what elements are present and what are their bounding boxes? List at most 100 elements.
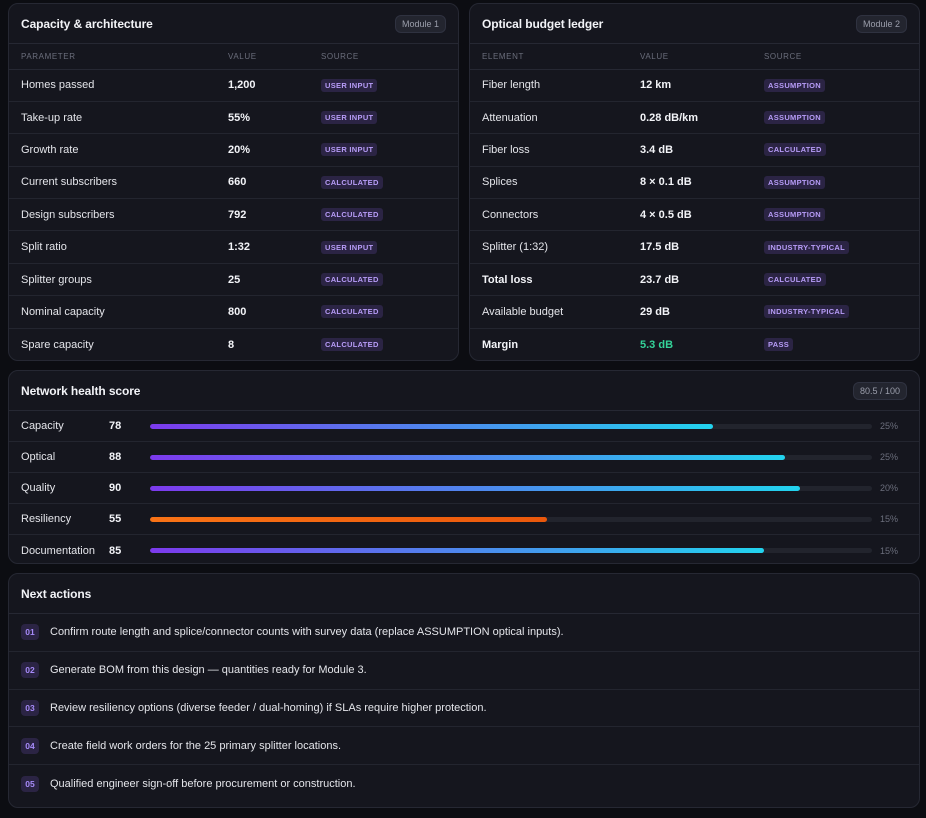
value-cell: 792 — [216, 198, 309, 232]
table-row: Splitter (1:32) 17.5 dB INDUSTRY-TYPICAL — [470, 230, 919, 264]
capacity-table: PARAMETER VALUE SOURCE Homes passed 1,200… — [9, 44, 458, 360]
source-badge: USER INPUT — [321, 78, 378, 92]
element-cell: Splitter (1:32) — [470, 230, 628, 264]
value-cell: 0.28 dB/km — [628, 101, 752, 135]
table-row: Total loss 23.7 dB CALCULATED — [470, 263, 919, 297]
table-header-row: PARAMETER VALUE SOURCE — [9, 44, 458, 70]
source-cell: INDUSTRY-TYPICAL — [752, 230, 919, 264]
param-cell: Nominal capacity — [9, 295, 216, 329]
optical-card-title: Optical budget ledger — [482, 16, 604, 31]
action-item: 01 Confirm route length and splice/connec… — [9, 614, 919, 652]
value-cell: 660 — [216, 166, 309, 200]
margin-value: 5.3 dB — [640, 338, 674, 351]
column-header: PARAMETER — [9, 44, 216, 70]
table-row: Homes passed 1,200 USER INPUT — [9, 69, 458, 102]
health-label: Quality — [21, 482, 56, 494]
capacity-card-title: Capacity & architecture — [21, 16, 153, 31]
element-cell: Fiber length — [470, 69, 628, 102]
capacity-card: Capacity & architecture Module 1 PARAMET… — [8, 3, 459, 361]
health-score: 78 — [109, 420, 122, 432]
health-label: Capacity — [21, 420, 64, 432]
table-row: Attenuation 0.28 dB/km ASSUMPTION — [470, 101, 919, 135]
value-cell: 25 — [216, 263, 309, 297]
element-cell: Attenuation — [470, 101, 628, 135]
element-cell: Total loss — [470, 263, 628, 297]
value-cell: 1:32 — [216, 230, 309, 264]
health-bar-track — [150, 454, 872, 460]
source-badge: USER INPUT — [321, 240, 378, 254]
actions-card: Next actions 01 Confirm route length and … — [8, 573, 920, 808]
source-badge: USER INPUT — [321, 143, 378, 157]
table-row: Spare capacity 8 CALCULATED — [9, 328, 458, 360]
action-item: 05 Qualified engineer sign-off before pro… — [9, 765, 919, 803]
table-header-row: ELEMENT VALUE SOURCE — [470, 44, 919, 70]
health-row: Documentation 85 15% — [9, 535, 919, 563]
source-cell: CALCULATED — [752, 263, 919, 297]
source-cell: USER INPUT — [309, 101, 458, 135]
source-cell: CALCULATED — [309, 198, 458, 232]
action-item: 03 Review resiliency options (diverse fee… — [9, 690, 919, 728]
value-cell: 20% — [216, 133, 309, 167]
actions-list: 01 Confirm route length and splice/connec… — [9, 614, 919, 803]
health-bar-track — [150, 516, 872, 522]
module-chip: Module 1 — [394, 14, 446, 33]
param-cell: Take-up rate — [9, 101, 216, 135]
health-bar-fill — [150, 454, 786, 460]
action-text: Create field work orders for the 25 prim… — [50, 739, 342, 752]
value-cell: 3.4 dB — [628, 133, 752, 167]
health-label: Resiliency — [21, 513, 72, 525]
health-weight: 15% — [880, 514, 899, 524]
source-badge: USER INPUT — [321, 111, 378, 125]
value-cell: 4 × 0.5 dB — [628, 198, 752, 232]
action-text: Confirm route length and splice/connecto… — [50, 626, 564, 639]
source-badge: ASSUMPTION — [764, 78, 826, 92]
element-cell: Available budget — [470, 295, 628, 329]
action-text: Generate BOM from this design — quantiti… — [50, 664, 367, 677]
source-cell: CALCULATED — [309, 166, 458, 200]
source-cell: CALCULATED — [309, 263, 458, 297]
source-badge: CALCULATED — [764, 143, 826, 157]
health-bar-track — [150, 423, 872, 429]
table-row: Splitter groups 25 CALCULATED — [9, 263, 458, 297]
action-number: 02 — [21, 662, 39, 679]
table-row: Margin 5.3 dB PASS — [470, 328, 919, 360]
health-weight: 20% — [880, 483, 899, 493]
health-score: 90 — [109, 482, 122, 494]
action-text: Qualified engineer sign-off before procu… — [50, 778, 356, 791]
value-cell: 1,200 — [216, 69, 309, 102]
element-cell: Margin — [482, 338, 519, 351]
value-cell: 800 — [216, 295, 309, 329]
optical-card-header: Optical budget ledger Module 2 — [470, 4, 919, 44]
action-number: 03 — [21, 699, 39, 716]
source-badge: CALCULATED — [321, 338, 383, 352]
table-row: Split ratio 1:32 USER INPUT — [9, 230, 458, 264]
action-item: 02 Generate BOM from this design — quanti… — [9, 652, 919, 690]
source-badge: CALCULATED — [321, 305, 383, 319]
value-cell: 8 — [228, 338, 235, 351]
table-row: Available budget 29 dB INDUSTRY-TYPICAL — [470, 295, 919, 329]
table-row: Splices 8 × 0.1 dB ASSUMPTION — [470, 166, 919, 200]
param-cell: Growth rate — [9, 133, 216, 167]
table-row: Take-up rate 55% USER INPUT — [9, 101, 458, 135]
action-item: 04 Create field work orders for the 25 pr… — [9, 727, 919, 766]
column-header: SOURCE — [309, 44, 458, 70]
health-rows: Capacity 78 25% Optical 88 25% Quality 9… — [9, 411, 919, 563]
param-cell: Split ratio — [9, 230, 216, 264]
health-card: Network health score 80.5 / 100 Capacity… — [8, 370, 920, 564]
param-cell: Homes passed — [9, 69, 216, 102]
source-cell: CALCULATED — [752, 133, 919, 167]
value-cell: 17.5 dB — [628, 230, 752, 264]
column-header: SOURCE — [752, 44, 919, 70]
health-score: 85 — [109, 544, 122, 557]
health-row: Resiliency 55 15% — [9, 504, 919, 535]
element-cell: Connectors — [470, 198, 628, 232]
source-cell: CALCULATED — [309, 328, 458, 360]
health-card-title: Network health score — [21, 383, 141, 398]
health-weight: 25% — [880, 421, 899, 431]
action-text: Review resiliency options (diverse feede… — [50, 701, 487, 714]
source-cell: ASSUMPTION — [752, 166, 919, 200]
source-badge: INDUSTRY-TYPICAL — [764, 305, 850, 319]
actions-card-header: Next actions — [9, 574, 919, 614]
value-cell: 8 × 0.1 dB — [628, 166, 752, 200]
optical-card: Optical budget ledger Module 2 ELEMENT V… — [469, 3, 920, 361]
